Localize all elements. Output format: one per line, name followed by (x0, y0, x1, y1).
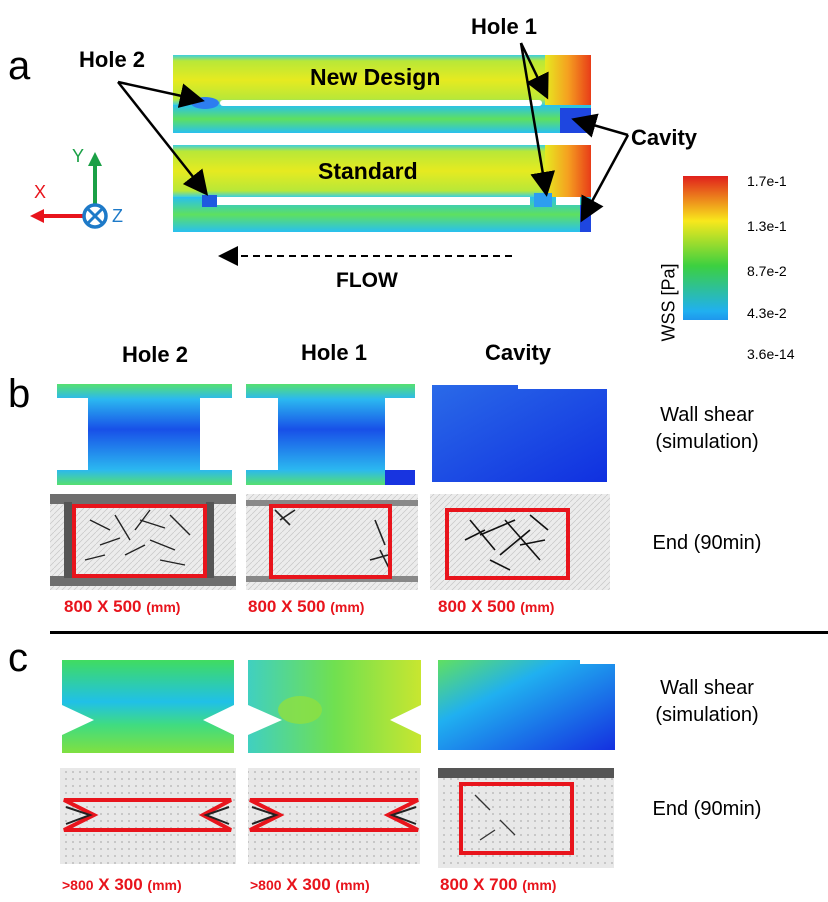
colorbar-tick-1: 1.3e-1 (747, 218, 787, 234)
photo-c-hole1 (248, 768, 420, 864)
b-sim-label: Wall shear (simulation) (612, 402, 802, 456)
c-dim-hole2-unit: (mm) (147, 877, 182, 893)
b-dim-hole1-unit: (mm) (330, 599, 365, 615)
b-dim-hole1-main: 800 X 500 (248, 597, 331, 616)
standard-channel (173, 145, 591, 232)
b-sim-label-line1: Wall shear (660, 404, 754, 426)
sim-hole1 (246, 384, 415, 485)
callout-cavity: Cavity (631, 125, 698, 150)
sim-c-cavity (438, 660, 615, 750)
colorbar-tick-0: 1.7e-1 (747, 173, 787, 189)
c-dim-hole1-main: X 300 (281, 875, 336, 894)
panel-label-c: c (8, 636, 28, 680)
photo-hole1 (246, 494, 418, 590)
b-end-label: End (90min) (652, 532, 762, 554)
flow-label: FLOW (336, 269, 398, 292)
column-header-hole2: Hole 2 (121, 342, 189, 367)
axis-label-x: X (34, 182, 47, 202)
b-sim-label-line2: (simulation) (655, 431, 759, 453)
panel-c-images (60, 660, 615, 868)
c-dim-cavity: 800 X 700 (mm) (440, 875, 556, 895)
c-dim-hole1-prefix: >800 (250, 877, 282, 893)
axes-icon (30, 152, 108, 229)
colorbar-tick-2: 8.7e-2 (747, 263, 787, 279)
new-design-channel (173, 55, 591, 133)
c-sim-label: Wall shear (simulation) (612, 675, 802, 729)
panel-a-diagram (30, 42, 728, 320)
axis-label-z: Z (112, 206, 123, 226)
colorbar-tick-4: 3.6e-14 (747, 346, 795, 362)
callout-hole1: Hole 1 (471, 14, 538, 39)
c-dim-cavity-main: 800 X 700 (440, 875, 523, 894)
c-dim-hole2: >800 X 300 (mm) (62, 875, 182, 895)
design-label-standard: Standard (318, 158, 418, 184)
panel-label-a: a (8, 44, 31, 88)
axis-label-y: Y (72, 146, 85, 166)
callout-hole2: Hole 2 (79, 47, 146, 72)
c-dim-hole2-prefix: >800 (62, 877, 94, 893)
colorbar (683, 176, 728, 320)
c-sim-label-line2: (simulation) (655, 704, 759, 726)
c-sim-label-line1: Wall shear (660, 677, 754, 699)
b-dim-cavity-unit: (mm) (520, 599, 555, 615)
sim-c-hole1 (248, 660, 421, 753)
sim-c-hole2 (62, 660, 234, 753)
c-end-label: End (90min) (652, 798, 762, 820)
column-header-hole1: Hole 1 (300, 340, 368, 365)
b-dim-hole2: 800 X 500 (mm) (64, 597, 180, 617)
c-dim-hole2-main: X 300 (93, 875, 148, 894)
callout-arrows (117, 42, 630, 223)
design-label-new: New Design (310, 64, 441, 90)
panel-label-b: b (8, 372, 31, 416)
c-dim-hole1: >800 X 300 (mm) (250, 875, 370, 895)
c-dim-cavity-unit: (mm) (522, 877, 557, 893)
b-dim-hole2-unit: (mm) (146, 599, 181, 615)
panel-b-images (50, 384, 610, 590)
photo-cavity (430, 494, 610, 590)
photo-hole2 (50, 494, 236, 590)
c-dim-hole1-unit: (mm) (335, 877, 370, 893)
sim-cavity (432, 385, 607, 482)
b-dim-hole2-main: 800 X 500 (64, 597, 147, 616)
b-dim-cavity: 800 X 500 (mm) (438, 597, 554, 617)
photo-c-hole2 (60, 768, 236, 864)
colorbar-tick-3: 4.3e-2 (747, 305, 787, 321)
b-dim-hole1: 800 X 500 (mm) (248, 597, 364, 617)
column-header-cavity: Cavity (484, 340, 552, 365)
photo-c-cavity (438, 768, 614, 868)
divider (50, 631, 828, 634)
colorbar-title: WSS [Pa] (658, 263, 679, 342)
b-dim-cavity-main: 800 X 500 (438, 597, 521, 616)
sim-hole2 (57, 384, 232, 485)
